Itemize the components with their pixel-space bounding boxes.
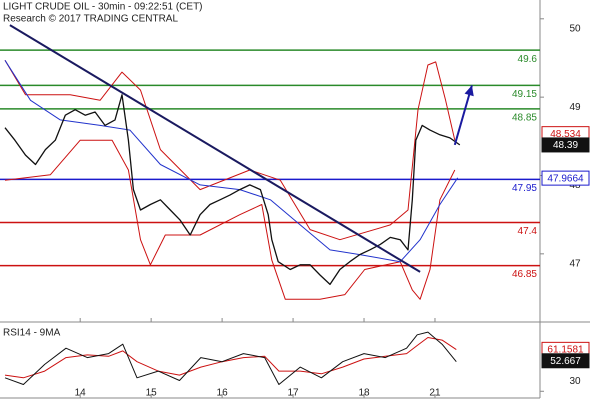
y-tick-label: 30 (569, 376, 581, 387)
rsi-line (4, 331, 457, 385)
y-tick-label: 50 (569, 23, 581, 34)
x-tick-label: 16 (217, 388, 229, 399)
arrow-head (464, 85, 474, 97)
price-line (4, 139, 456, 300)
price-tag (541, 353, 590, 369)
level-label: 47.4 (518, 226, 538, 237)
chart-title: LIGHT CRUDE OIL - 30min - 09:22:51 (CET) (3, 2, 203, 13)
price-line (4, 60, 456, 241)
chart-subtitle: Research © 2017 TRADING CENTRAL (3, 14, 178, 25)
x-tick-label: 14 (75, 388, 87, 399)
rsi-line (4, 337, 457, 379)
x-tick-label: 15 (146, 388, 158, 399)
x-tick-label: 21 (429, 388, 441, 399)
price-tag-label: 48.534 (550, 129, 581, 140)
rsi-title: RSI14 - 9MA (3, 328, 61, 339)
x-tick-label: 17 (287, 388, 299, 399)
price-tag (541, 137, 590, 153)
price-tag (541, 170, 590, 186)
trendline (9, 24, 421, 273)
y-tick-label: 48 (569, 180, 581, 191)
price-tag-label: 61.1581 (547, 344, 584, 355)
arrow-line (453, 85, 473, 146)
level-label: 47.95 (512, 183, 537, 194)
price-tag-label: 52.667 (550, 356, 581, 367)
price-line (4, 60, 459, 263)
y-tick-label: 49 (569, 102, 581, 113)
y-tick-label: 47 (569, 258, 581, 269)
level-label: 48.85 (512, 113, 537, 124)
price-tag-label: 47.9664 (547, 173, 584, 184)
level-label: 46.85 (512, 269, 537, 280)
x-tick-label: 18 (358, 388, 370, 399)
level-label: 49.6 (518, 54, 538, 65)
level-label: 49.15 (512, 89, 537, 100)
price-line (4, 94, 461, 286)
price-tag-label: 48.39 (553, 140, 578, 151)
